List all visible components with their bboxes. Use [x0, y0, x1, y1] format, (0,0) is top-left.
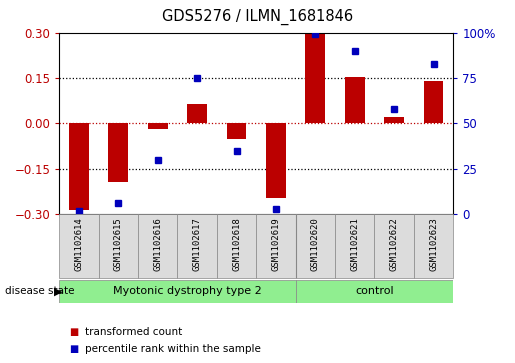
Text: ■: ■ — [70, 327, 79, 337]
Bar — [177, 214, 217, 278]
Bar — [424, 81, 443, 123]
Bar — [59, 214, 99, 278]
Bar — [69, 123, 89, 209]
Bar — [296, 280, 453, 303]
Text: GSM1102620: GSM1102620 — [311, 217, 320, 271]
Bar — [187, 104, 207, 123]
Bar — [384, 117, 404, 123]
Text: GSM1102615: GSM1102615 — [114, 217, 123, 271]
Text: control: control — [355, 286, 393, 296]
Bar — [138, 214, 177, 278]
Text: ▶: ▶ — [54, 286, 62, 296]
Bar — [59, 280, 296, 303]
Bar — [227, 123, 246, 139]
Text: GSM1102617: GSM1102617 — [193, 217, 201, 271]
Text: GSM1102623: GSM1102623 — [429, 217, 438, 271]
Bar — [305, 34, 325, 123]
Text: GDS5276 / ILMN_1681846: GDS5276 / ILMN_1681846 — [162, 9, 353, 25]
Text: GSM1102618: GSM1102618 — [232, 217, 241, 271]
Bar — [414, 214, 453, 278]
Bar — [374, 214, 414, 278]
Text: GSM1102614: GSM1102614 — [75, 217, 83, 271]
Text: GSM1102619: GSM1102619 — [271, 217, 280, 271]
Bar — [109, 123, 128, 183]
Text: ■: ■ — [70, 344, 79, 354]
Text: disease state: disease state — [5, 286, 75, 296]
Text: Myotonic dystrophy type 2: Myotonic dystrophy type 2 — [113, 286, 262, 296]
Bar — [217, 214, 256, 278]
Bar — [335, 214, 374, 278]
Text: percentile rank within the sample: percentile rank within the sample — [85, 344, 261, 354]
Bar — [296, 214, 335, 278]
Text: GSM1102621: GSM1102621 — [350, 217, 359, 271]
Text: transformed count: transformed count — [85, 327, 182, 337]
Bar — [148, 123, 167, 130]
Text: GSM1102622: GSM1102622 — [390, 217, 399, 271]
Bar — [266, 123, 286, 197]
Bar — [345, 77, 365, 123]
Bar — [256, 214, 296, 278]
Bar — [99, 214, 138, 278]
Text: GSM1102616: GSM1102616 — [153, 217, 162, 271]
